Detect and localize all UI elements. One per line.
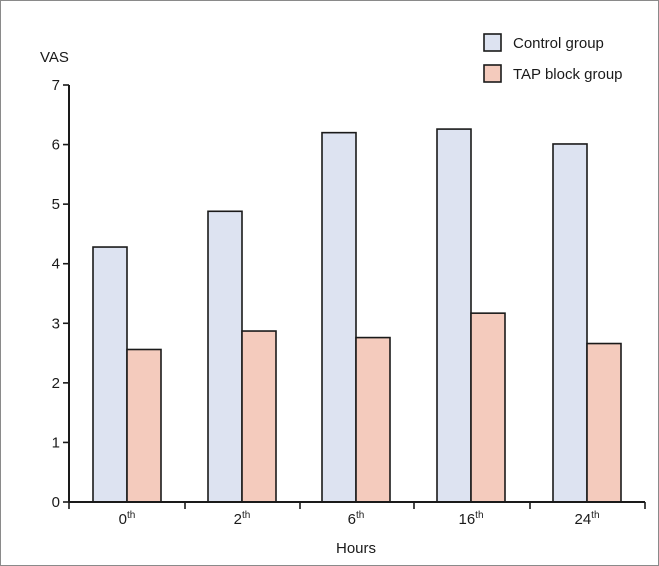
y-tick-label-2: 2: [52, 375, 60, 392]
x-tick-label-value: 2: [234, 511, 242, 528]
bar-tap-block-24: [586, 342, 622, 503]
axes: [63, 84, 646, 509]
bar-tap-block-0: [126, 348, 162, 503]
x-tick-label-suffix: th: [127, 510, 135, 521]
y-tick-label-4: 4: [52, 256, 60, 273]
y-axis-title: VAS: [40, 49, 69, 66]
legend-swatch-control: [483, 33, 502, 52]
x-tick-label-value: 16: [458, 511, 475, 528]
x-tick-label-2: 2th: [234, 510, 251, 528]
x-tick-label-value: 0: [119, 511, 127, 528]
bar-control-0: [92, 246, 128, 503]
legend: Control group TAP block group: [483, 33, 623, 83]
x-tick-label-0: 0th: [119, 510, 136, 528]
x-tick-label-value: 6: [348, 511, 356, 528]
y-tick-label-1: 1: [52, 434, 60, 451]
bar-control-6: [321, 131, 357, 503]
x-tick-label-suffix: th: [475, 510, 483, 521]
bar-tap-block-2: [241, 330, 277, 503]
bar-control-16: [436, 128, 472, 503]
y-tick-label-3: 3: [52, 315, 60, 332]
x-tick-label-16: 16th: [458, 510, 483, 528]
x-tick-label-suffix: th: [356, 510, 364, 521]
y-tick-label-0: 0: [52, 494, 60, 511]
x-tick-label-suffix: th: [591, 510, 599, 521]
x-tick-label-value: 24: [574, 511, 591, 528]
x-tick-label-suffix: th: [242, 510, 250, 521]
bar-tap-block-6: [355, 336, 391, 503]
bar-control-2: [207, 210, 243, 503]
x-tick-label-6: 6th: [348, 510, 365, 528]
bar-tap-block-16: [470, 312, 506, 503]
x-axis-title: Hours: [336, 540, 376, 557]
bar-control-24: [552, 143, 588, 503]
x-tick-label-24: 24th: [574, 510, 599, 528]
legend-swatch-tap-block: [483, 64, 502, 83]
bars: [92, 128, 622, 503]
y-tick-label-6: 6: [52, 137, 60, 154]
y-tick-label-5: 5: [52, 196, 60, 213]
y-tick-label-7: 7: [52, 77, 60, 94]
legend-label-tap-block: TAP block group: [513, 66, 623, 83]
legend-label-control: Control group: [513, 35, 604, 52]
